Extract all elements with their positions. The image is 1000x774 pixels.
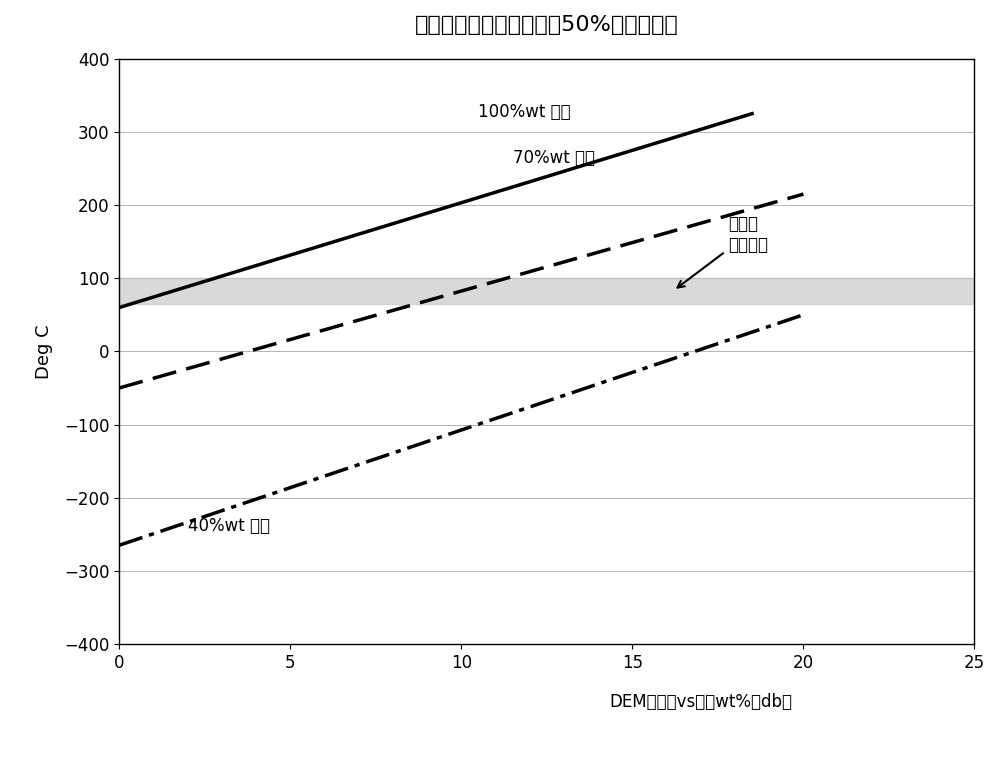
Y-axis label: Deg C: Deg C bbox=[35, 324, 53, 378]
Title: 压缩混合物的温度变化（50%过量空气）: 压缩混合物的温度变化（50%过量空气） bbox=[415, 15, 679, 35]
Bar bbox=[119, 278, 974, 304]
Text: DEM熏蚊剂vs燃料wt%（db）: DEM熏蚊剂vs燃料wt%（db） bbox=[609, 694, 792, 711]
Text: 100%wt 甲醇: 100%wt 甲醇 bbox=[478, 103, 571, 122]
Text: 70%wt 甲醇: 70%wt 甲醇 bbox=[513, 149, 595, 166]
Text: 目的区
正常吸出: 目的区 正常吸出 bbox=[678, 215, 768, 288]
Text: 40%wt 甲醇: 40%wt 甲醇 bbox=[188, 516, 270, 535]
